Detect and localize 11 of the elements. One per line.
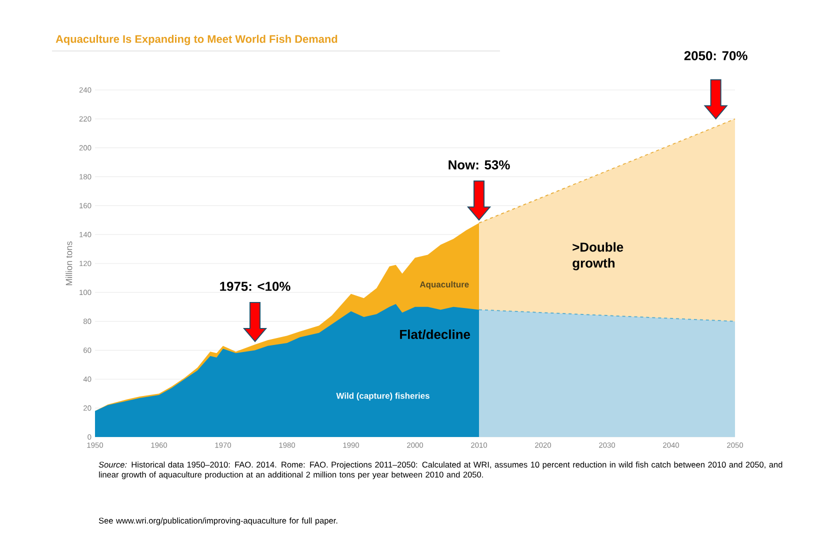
series-label: Wild (capture) fisheries — [336, 392, 430, 400]
annotation: 1975: <10% — [220, 282, 290, 291]
y-axis-title: Million tons — [66, 241, 72, 286]
annotation: >Double growth — [572, 242, 624, 270]
annotation: Now: 53% — [448, 160, 510, 170]
chart-title: Aquaculture Is Expanding to Meet World Fish Demand — [56, 34, 338, 46]
series-label: Aquaculture — [420, 281, 469, 290]
text: 2050: 70% — [684, 51, 748, 60]
annotation: Flat/decline — [400, 330, 470, 340]
text: Source: Historical data 1950–2010: FAO. 2014. Rome: FAO. Projections 2011–2050: Calculated at WRI, assumes 10 percent reduction in wild fish catch between 2010 and 2050, and linear growth of aquaculture production at an additional 2 million tons per year between 2010 and 2050. — [98, 462, 782, 480]
text: See www.wri.org/publication/improving-aquaculture for full paper. — [98, 518, 338, 526]
